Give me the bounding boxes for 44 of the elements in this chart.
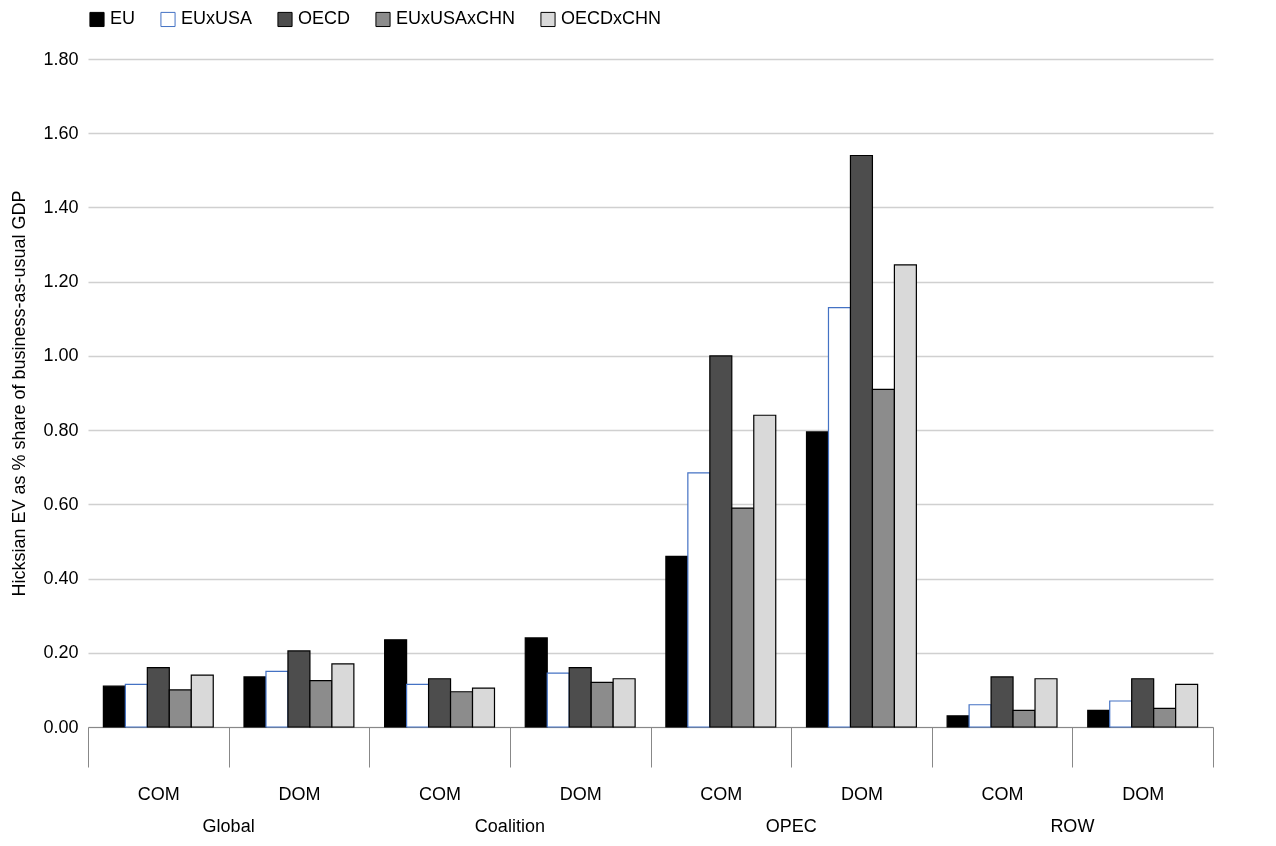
bar xyxy=(265,670,289,728)
y-tick-label: 0.60 xyxy=(43,493,79,514)
bar xyxy=(1087,709,1111,728)
bar xyxy=(665,555,689,728)
legend-label: EUxUSA xyxy=(181,8,253,29)
text: Coalition xyxy=(474,816,545,836)
bar xyxy=(687,472,711,728)
bar xyxy=(243,676,267,728)
legend-label: OECDxCHN xyxy=(561,8,662,29)
x-tick-label: DOM xyxy=(278,783,321,804)
x-tick-label: DOM xyxy=(559,783,602,804)
text: ROW xyxy=(1050,816,1095,836)
y-tick-label: 1.60 xyxy=(43,122,79,143)
bar xyxy=(827,307,852,728)
x-tick-label: COM xyxy=(419,783,462,804)
bar xyxy=(406,683,430,728)
legend-label: EUxUSAxCHN xyxy=(396,8,516,29)
y-tick-label: 0.00 xyxy=(43,716,79,737)
y-tick-label: 1.00 xyxy=(43,345,79,366)
y-tick-label: 1.80 xyxy=(43,48,79,69)
bar xyxy=(524,637,548,728)
y-tick-label: 0.20 xyxy=(43,642,79,663)
bar xyxy=(546,672,570,728)
y-tick-label: 0.40 xyxy=(43,568,79,589)
legend-label: EU xyxy=(110,8,136,29)
bar xyxy=(968,704,992,728)
bar xyxy=(1109,700,1133,728)
bar xyxy=(384,639,408,728)
legend-label: OECD xyxy=(298,8,351,29)
x-tick-label: COM xyxy=(700,783,743,804)
bar xyxy=(946,715,970,728)
x-tick-label: DOM xyxy=(1122,783,1165,804)
bar xyxy=(124,683,148,728)
x-tick-label: DOM xyxy=(840,783,883,804)
text: Global xyxy=(202,816,255,836)
y-tick-label: 1.40 xyxy=(43,196,79,217)
text: OPEC xyxy=(765,816,817,836)
y-axis-title: Hicksian EV as % share of business-as-usual GDP xyxy=(9,190,30,597)
x-tick-label: COM xyxy=(981,783,1024,804)
bar xyxy=(102,685,126,728)
y-tick-label: 1.20 xyxy=(43,271,79,292)
bar xyxy=(805,431,830,728)
y-tick-label: 0.80 xyxy=(43,419,79,440)
x-tick-label: COM xyxy=(137,783,180,804)
